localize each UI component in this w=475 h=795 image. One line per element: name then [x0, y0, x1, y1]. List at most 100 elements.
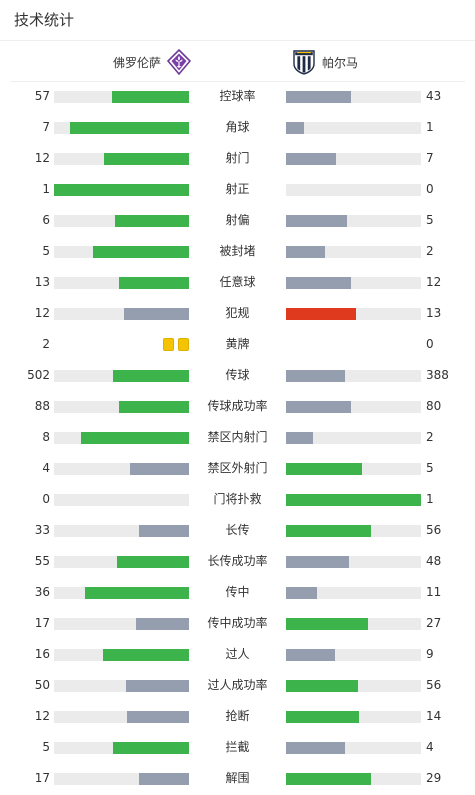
away-bar-track [286, 773, 421, 785]
stat-row: 12 射门 7 [0, 143, 475, 174]
stat-row: 57 控球率 43 [0, 81, 475, 112]
away-value: 1 [426, 492, 434, 506]
stat-label: 过人成功率 [207, 678, 268, 692]
home-bar-track [54, 649, 189, 661]
home-bar [139, 525, 189, 537]
home-value: 17 [34, 616, 50, 630]
stat-label: 长传 [225, 523, 250, 537]
away-bar-track [286, 432, 421, 444]
away-bar-track [286, 370, 421, 382]
home-bar [81, 432, 189, 444]
away-bar [286, 277, 351, 289]
home-bar-track [54, 432, 189, 444]
home-bar-track [54, 91, 189, 103]
away-bar-track [286, 649, 421, 661]
away-value: 43 [426, 89, 442, 103]
home-value: 13 [34, 275, 50, 289]
stat-row: 33 长传 56 [0, 515, 475, 546]
team-header: 佛罗伦萨 帕尔马 [10, 42, 465, 82]
away-value: 11 [426, 585, 442, 599]
away-bar-track [286, 308, 421, 320]
home-bar [130, 463, 189, 475]
home-bar-track [54, 525, 189, 537]
home-value: 88 [34, 399, 50, 413]
home-value: 502 [27, 368, 50, 382]
stat-row: 12 犯规 13 [0, 298, 475, 329]
home-value: 50 [34, 678, 50, 692]
stat-row: 1 射正 0 [0, 174, 475, 205]
away-bar-track [286, 742, 421, 754]
home-value: 12 [34, 306, 50, 320]
stat-label: 拦截 [225, 740, 250, 754]
home-bar [119, 401, 189, 413]
stat-row: 88 传球成功率 80 [0, 391, 475, 422]
away-bar [286, 91, 351, 103]
home-bar [126, 680, 189, 692]
stats-list: 57 控球率 43 7 角球 1 12 射门 7 1 射正 0 6 射偏 5 5 被封堵 2 13 任意球 12 12 犯规… [0, 81, 475, 794]
away-bar [286, 432, 313, 444]
home-bar-track [54, 711, 189, 723]
stat-row: 13 任意球 12 [0, 267, 475, 298]
stat-row: 50 过人成功率 56 [0, 670, 475, 701]
home-bar [113, 742, 189, 754]
home-team-name: 佛罗伦萨 [112, 55, 161, 70]
away-value: 56 [426, 678, 442, 692]
stat-label: 犯规 [225, 306, 250, 320]
stat-row: 12 抢断 14 [0, 701, 475, 732]
away-bar-track [286, 556, 421, 568]
home-bar-track [54, 742, 189, 754]
stat-label: 角球 [225, 120, 250, 134]
away-bar-track [286, 91, 421, 103]
home-value: 33 [34, 523, 50, 537]
home-bar [103, 649, 189, 661]
away-value: 5 [426, 213, 434, 227]
stat-row: 5 拦截 4 [0, 732, 475, 763]
stat-row: 4 禁区外射门 5 [0, 453, 475, 484]
home-bar [139, 773, 189, 785]
away-value: 56 [426, 523, 442, 537]
home-bar-track [54, 308, 189, 320]
away-bar-track [286, 525, 421, 537]
away-bar [286, 401, 351, 413]
away-value: 7 [426, 151, 434, 165]
away-bar-track [286, 184, 421, 196]
stat-label: 任意球 [219, 275, 256, 289]
home-bar [54, 184, 189, 196]
away-bar-track [286, 618, 421, 630]
away-team[interactable]: 帕尔马 [292, 49, 358, 75]
stat-row: 8 禁区内射门 2 [0, 422, 475, 453]
yellow-card-icon [178, 338, 189, 351]
stat-label: 传中 [225, 585, 250, 599]
away-value: 13 [426, 306, 442, 320]
stat-label: 射偏 [225, 213, 250, 227]
away-bar-track [286, 122, 421, 134]
stat-row: 55 长传成功率 48 [0, 546, 475, 577]
stat-row: 0 门将扑救 1 [0, 484, 475, 515]
away-value: 0 [426, 182, 434, 196]
home-bar-track [54, 401, 189, 413]
stat-label: 射门 [225, 151, 250, 165]
away-value: 9 [426, 647, 434, 661]
home-value: 4 [42, 461, 50, 475]
home-bar [117, 556, 189, 568]
yellow-card-icon [163, 338, 174, 351]
home-value: 16 [34, 647, 50, 661]
away-bar [286, 494, 421, 506]
home-bar [70, 122, 189, 134]
home-team[interactable]: 佛罗伦萨 [113, 49, 191, 75]
home-value: 12 [34, 151, 50, 165]
away-value: 48 [426, 554, 442, 568]
stat-label: 传中成功率 [207, 616, 268, 630]
away-bar [286, 122, 304, 134]
away-bar-track [286, 711, 421, 723]
away-value: 5 [426, 461, 434, 475]
home-bar-track [54, 153, 189, 165]
stat-row: 36 传中 11 [0, 577, 475, 608]
away-bar [286, 463, 362, 475]
away-bar [286, 742, 345, 754]
home-bar [112, 91, 189, 103]
home-bar-track [54, 587, 189, 599]
home-value: 7 [42, 120, 50, 134]
away-bar [286, 153, 336, 165]
team-header-divider [10, 81, 465, 82]
